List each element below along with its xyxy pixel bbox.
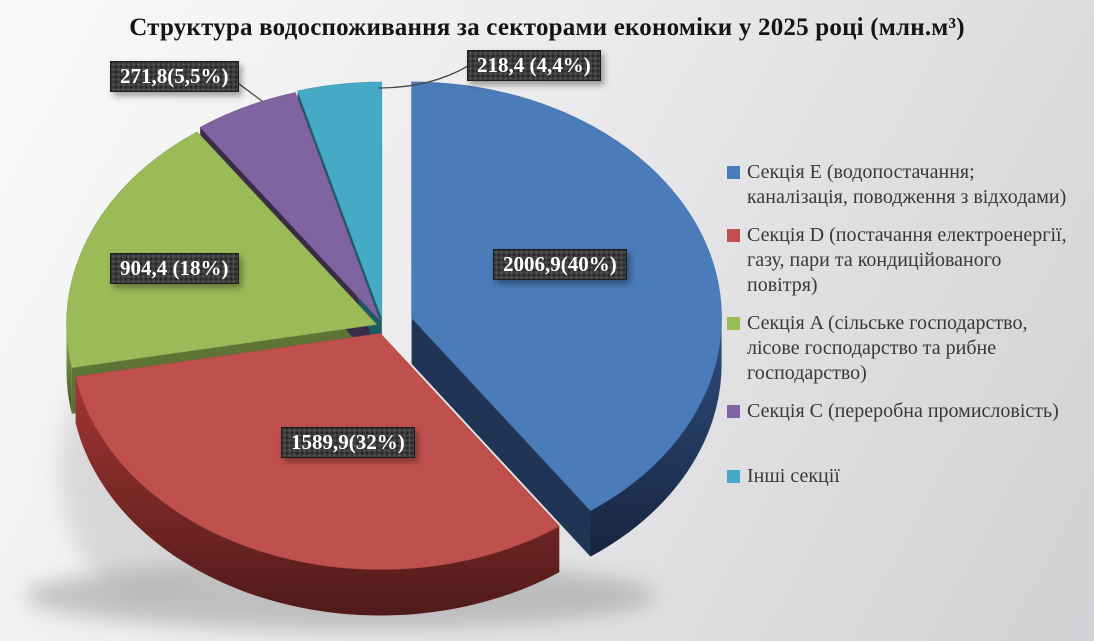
data-label-section-a: 904,4 (18%) bbox=[110, 253, 239, 285]
legend-swatch-section-a bbox=[727, 317, 740, 330]
pie-slice-wall-section-d bbox=[75, 376, 560, 616]
pie-slice-section-e bbox=[411, 81, 722, 511]
data-label-other: 218,4 (4,4%) bbox=[467, 50, 601, 82]
legend-item-section-d: Секція D (постачання електроенергії, газ… bbox=[727, 223, 1075, 298]
pie-slice-wall-section-e bbox=[590, 317, 722, 557]
legend-item-section-e: Секція E (водопостачання; каналізація, п… bbox=[727, 160, 1075, 210]
legend-item-section-c: Секція C (переробна промисловість) bbox=[727, 399, 1075, 424]
legend-item-other: Інші секції bbox=[727, 464, 1075, 489]
pie-slice-section-c bbox=[199, 92, 380, 321]
pie-slice-face-section-e bbox=[411, 317, 591, 557]
legend-item-section-a: Секція A (сільське господарство, лісове … bbox=[727, 311, 1075, 386]
legend-label: Секція E (водопостачання; каналізація, п… bbox=[747, 161, 1067, 208]
legend-swatch-section-e bbox=[727, 166, 740, 179]
legend: Секція E (водопостачання; каналізація, п… bbox=[727, 160, 1075, 502]
data-label-section-d: 1589,9(32%) bbox=[281, 427, 415, 459]
legend-label: Секція A (сільське господарство, лісове … bbox=[747, 312, 1028, 384]
legend-label: Інші секції bbox=[747, 465, 840, 487]
legend-swatch-other bbox=[727, 470, 740, 483]
callout-line-other bbox=[377, 65, 469, 89]
legend-label: Секція D (постачання електроенергії, газ… bbox=[747, 224, 1067, 296]
callout-line-section-c bbox=[226, 74, 263, 102]
legend-label: Секція C (переробна промисловість) bbox=[747, 400, 1059, 422]
legend-swatch-section-d bbox=[727, 229, 740, 242]
data-label-section-e: 2006,9(40%) bbox=[493, 249, 627, 281]
pie-slice-other bbox=[297, 81, 383, 319]
legend-swatch-section-c bbox=[727, 405, 740, 418]
chart-title: Структура водоспоживання за секторами ек… bbox=[129, 14, 965, 41]
pie-slice-section-a bbox=[66, 131, 378, 369]
data-label-section-c: 271,8(5,5%) bbox=[110, 61, 239, 93]
